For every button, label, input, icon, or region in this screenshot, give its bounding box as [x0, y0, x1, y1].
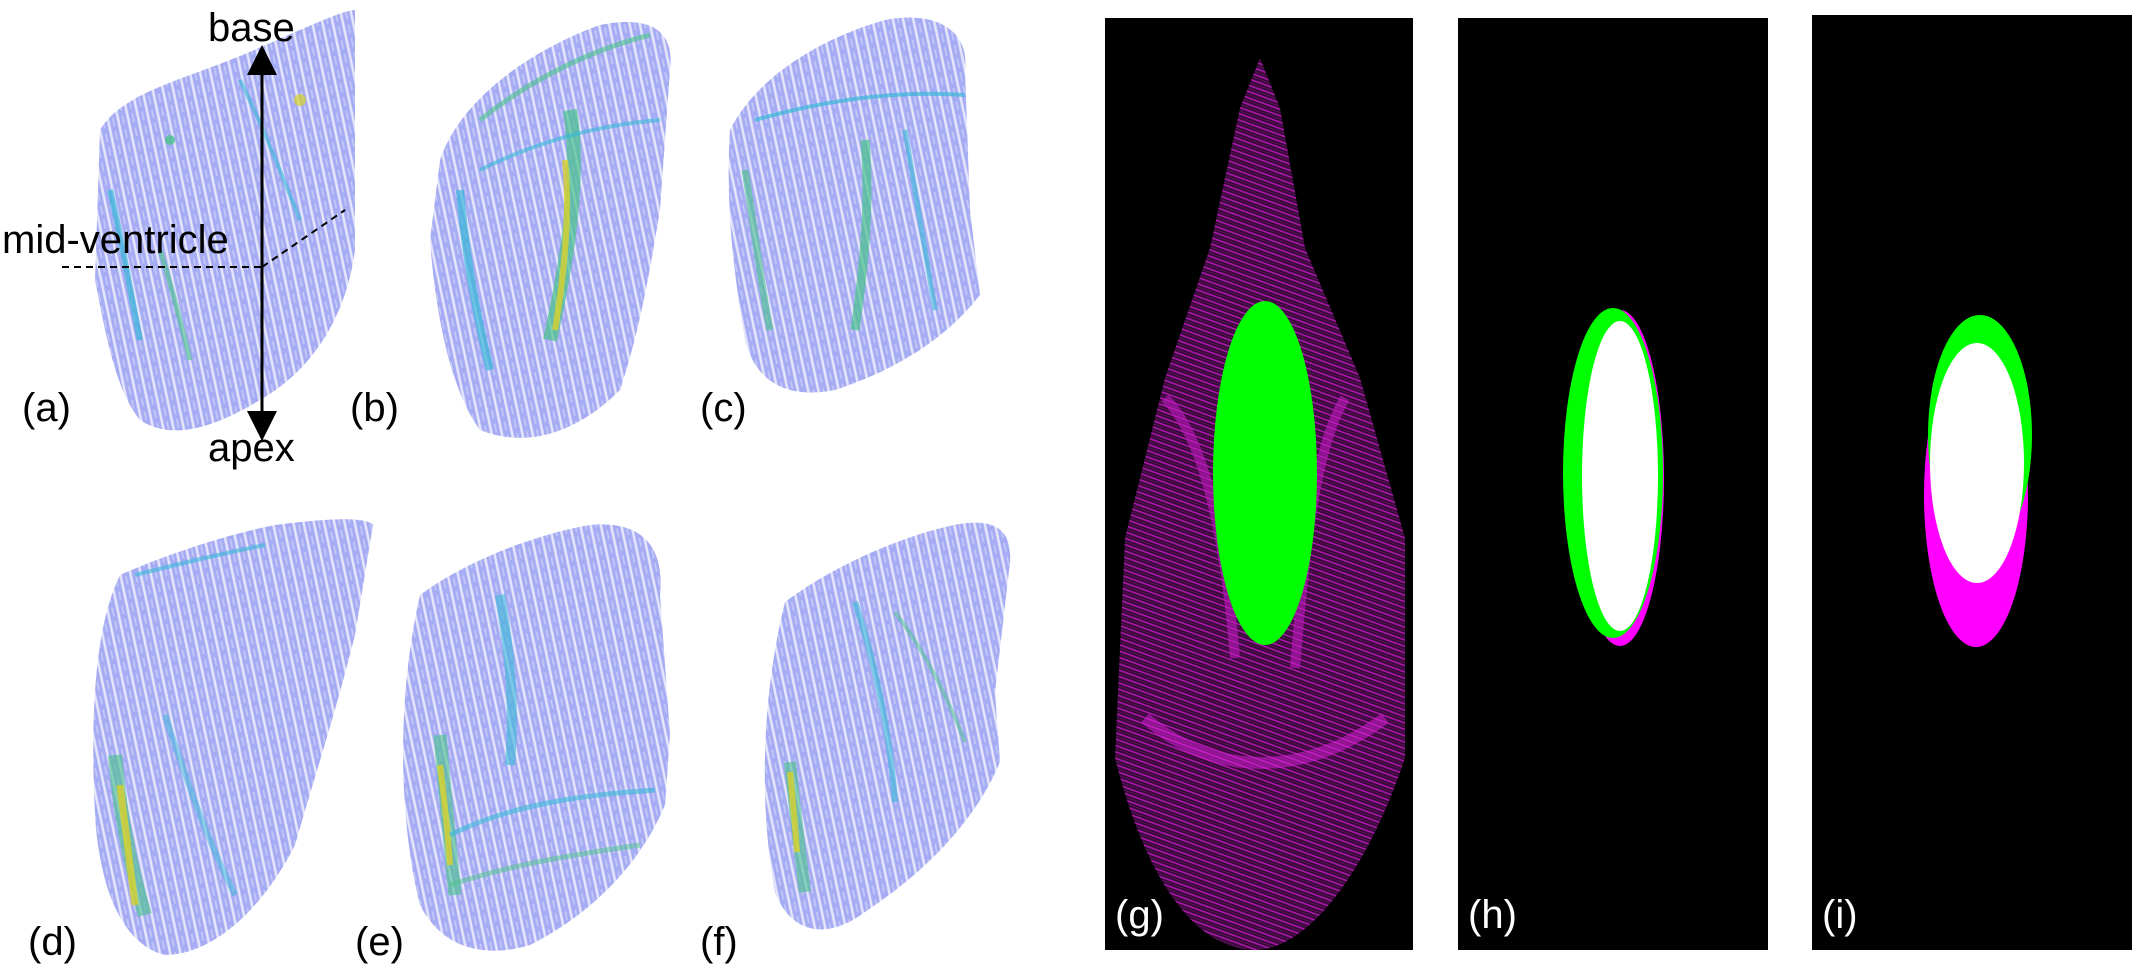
panel-label-g: (g)	[1115, 893, 1164, 937]
panel-label-d: (d)	[28, 920, 77, 964]
mask-overlap-white-i	[1930, 343, 2024, 583]
panel-g-ultrasound	[1105, 18, 1413, 950]
volume-rendering-f	[764, 522, 1011, 930]
ultrasound-image	[1115, 58, 1405, 950]
panel-label-a: (a)	[22, 386, 71, 430]
mask-overlap-white-h	[1582, 321, 1658, 631]
overlap-image-h	[1563, 308, 1664, 646]
panel-i-overlap	[1812, 15, 2132, 950]
panel-label-i: (i)	[1822, 893, 1858, 937]
panel-label-e: (e)	[355, 920, 404, 964]
volume-rendering-a	[95, 10, 355, 431]
panel-label-h: (h)	[1468, 893, 1517, 937]
panel-label-b: (b)	[350, 386, 399, 430]
overlap-image-i	[1924, 315, 2032, 647]
volume-rendering-d	[93, 519, 373, 955]
panel-label-c: (c)	[700, 386, 747, 430]
base-label: base	[208, 6, 295, 50]
mid-ventricle-label: mid-ventricle	[2, 218, 229, 262]
segmentation-mask-green	[1213, 301, 1317, 645]
volume-rendering-e	[403, 524, 670, 951]
volume-rendering-c	[728, 17, 980, 393]
volume-rendering-b	[430, 22, 671, 438]
apex-label: apex	[208, 426, 295, 470]
panel-h-overlap	[1458, 18, 1768, 950]
base-apex-axis	[62, 45, 346, 441]
panel-label-f: (f)	[700, 920, 738, 964]
